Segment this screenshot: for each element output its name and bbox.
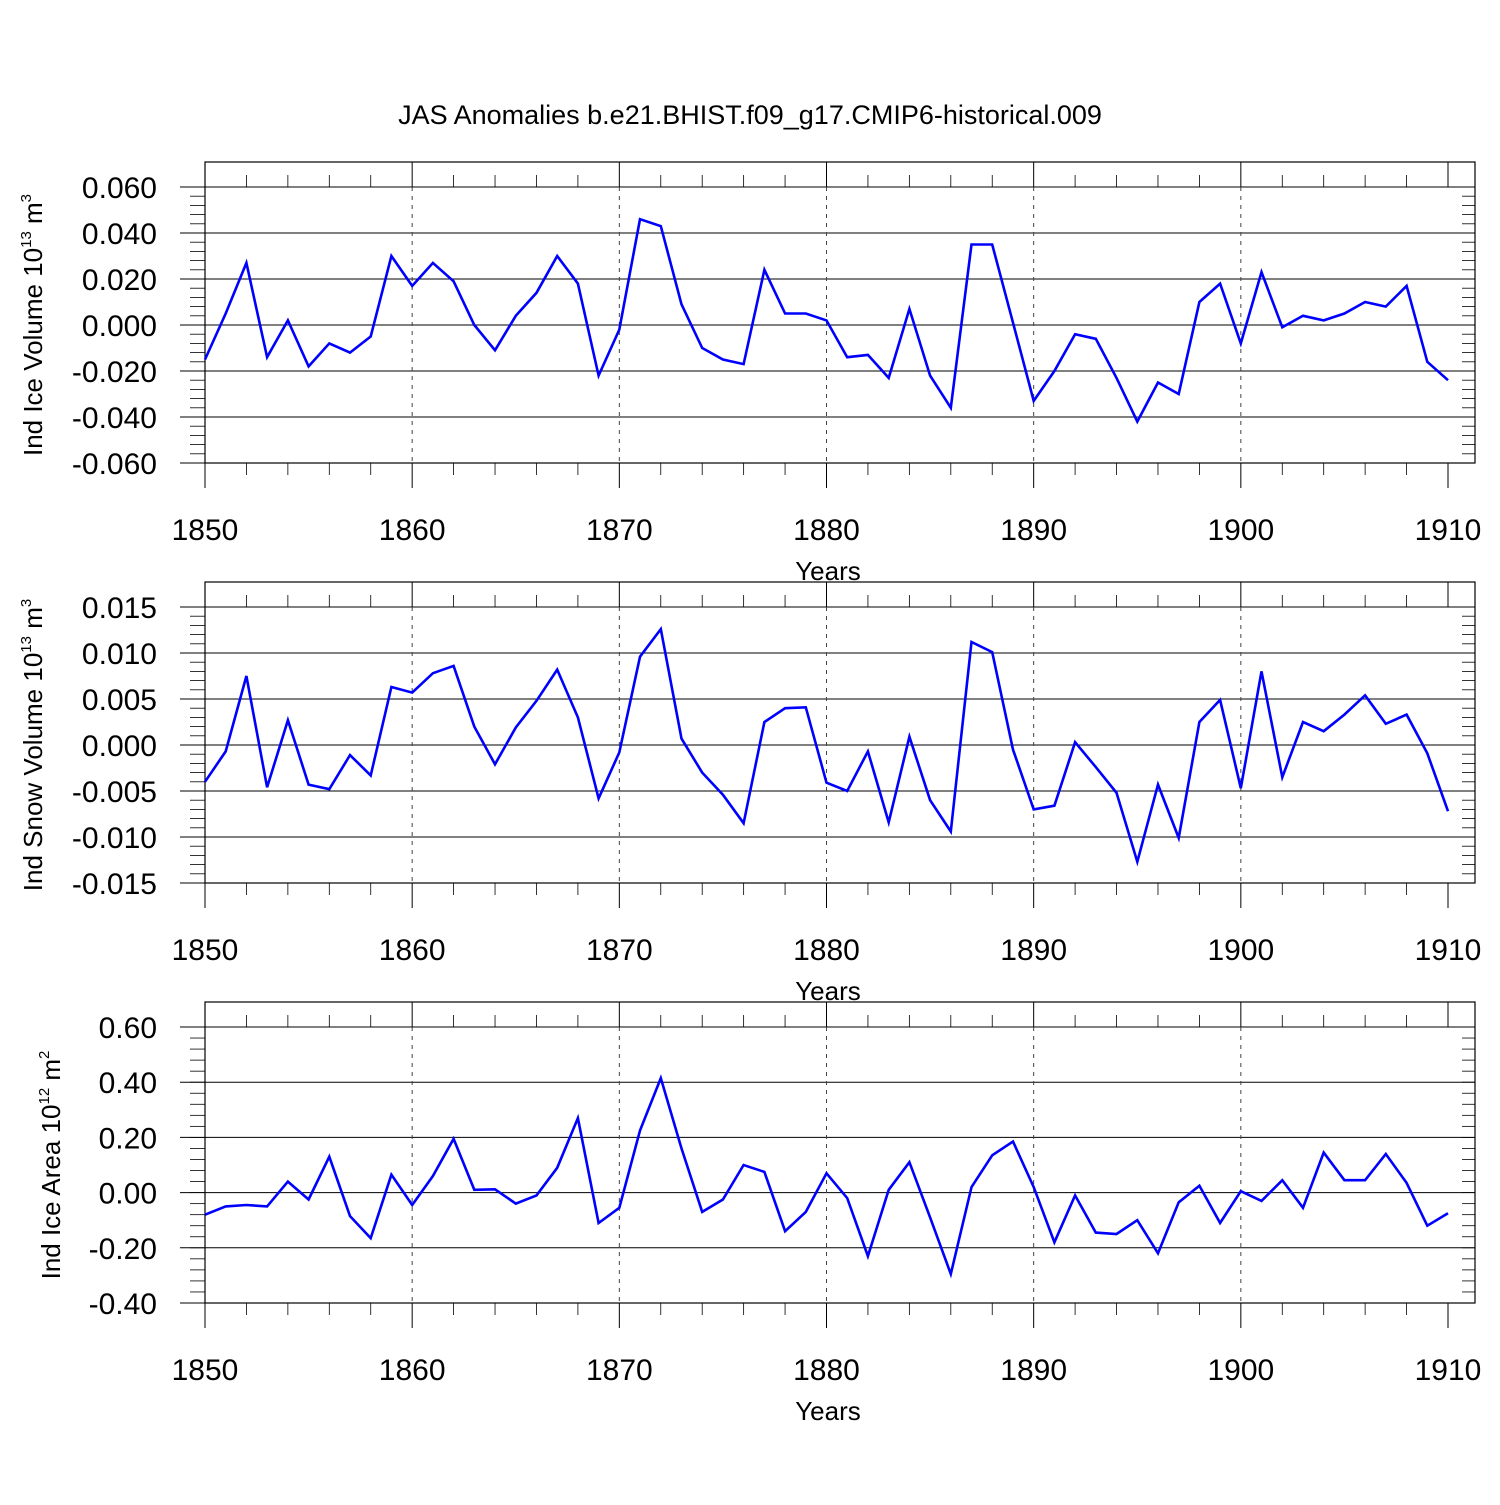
y-axis-label-unit: m — [18, 607, 48, 636]
series-line — [203, 625, 1450, 867]
y-tick-label: -0.020 — [72, 356, 157, 389]
x-tick-label: 1880 — [793, 1354, 860, 1387]
y-tick-label: 0.020 — [82, 264, 157, 297]
x-tick-label: 1870 — [586, 934, 653, 967]
y-tick-label: -0.040 — [72, 402, 157, 435]
y-axis-label-unit: m — [36, 1059, 66, 1088]
x-tick-label: 1860 — [379, 1354, 446, 1387]
y-axis-label: Ind Ice Area 1012 m2 — [36, 1051, 66, 1280]
x-tick-label: 1900 — [1207, 514, 1274, 547]
x-tick-label: 1910 — [1415, 1354, 1482, 1387]
y-tick-label: -0.010 — [72, 822, 157, 855]
x-tick-label: 1890 — [1000, 934, 1067, 967]
y-tick-label: -0.015 — [72, 868, 157, 901]
y-axis-label-base: Ind Snow Volume 10 — [18, 653, 48, 892]
y-axis-label-unit-exponent: 3 — [18, 194, 35, 202]
plot-frame — [204, 1001, 1476, 1304]
x-tick-label: 1850 — [172, 1354, 239, 1387]
x-tick-label: 1890 — [1000, 1354, 1067, 1387]
y-tick-label: 0.010 — [82, 638, 157, 671]
series-line — [203, 217, 1449, 425]
x-tick-label: 1870 — [586, 514, 653, 547]
panels: 0.060 0.040 0.020 0.000 -0.020 -0.040 -0.060 18… — [18, 161, 1482, 1426]
plot-frame — [204, 581, 1476, 884]
y-axis-label-unit: m — [18, 202, 48, 231]
y-tick-label: 0.000 — [82, 730, 157, 763]
y-axis-label-exponent: 13 — [18, 636, 35, 653]
y-tick-label: -0.060 — [72, 448, 157, 481]
x-tick-label: 1860 — [379, 514, 446, 547]
y-axis-label-exponent: 13 — [18, 231, 35, 248]
x-tick-label: 1910 — [1415, 934, 1482, 967]
x-tick-label: 1900 — [1207, 934, 1274, 967]
plot-frame — [204, 161, 1476, 464]
panel-1: 0.060 0.040 0.020 0.000 -0.020 -0.040 -0.060 18… — [18, 161, 1482, 586]
y-tick-label: -0.20 — [89, 1233, 157, 1266]
x-axis-label: Years — [795, 556, 861, 586]
x-tick-label: 1850 — [172, 934, 239, 967]
y-tick-label: -0.005 — [72, 776, 157, 809]
y-tick-label: 0.015 — [82, 592, 157, 625]
y-tick-label: 0.060 — [82, 172, 157, 205]
panel-2: 0.015 0.010 0.005 0.000 -0.005 -0.010 -0.015 18… — [18, 581, 1482, 1006]
y-tick-label: 0.20 — [99, 1122, 157, 1155]
y-axis-label-unit-exponent: 2 — [36, 1051, 53, 1059]
x-tick-label: 1890 — [1000, 514, 1067, 547]
y-axis-label-base: Ind Ice Area 10 — [36, 1105, 66, 1280]
y-axis-label-unit-exponent: 3 — [18, 599, 35, 607]
x-tick-label: 1910 — [1415, 514, 1482, 547]
panel-3: 0.60 0.40 0.20 0.00 -0.20 -0.40 1850 1860 1870 18… — [36, 1001, 1482, 1426]
y-tick-label: -0.40 — [89, 1288, 157, 1321]
y-tick-label: 0.000 — [82, 310, 157, 343]
figure-title: JAS Anomalies b.e21.BHIST.f09_g17.CMIP6-… — [398, 100, 1102, 130]
x-tick-label: 1860 — [379, 934, 446, 967]
x-tick-label: 1870 — [586, 1354, 653, 1387]
y-tick-label: 0.040 — [82, 218, 157, 251]
series-line — [204, 1074, 1449, 1279]
x-axis-label: Years — [795, 976, 861, 1006]
y-tick-label: 0.00 — [99, 1178, 157, 1211]
y-tick-label: 0.005 — [82, 684, 157, 717]
x-axis-label: Years — [795, 1396, 861, 1426]
x-tick-label: 1880 — [793, 514, 860, 547]
y-tick-label: 0.60 — [99, 1012, 157, 1045]
y-axis-label: Ind Snow Volume 1013 m3 — [18, 599, 48, 891]
x-tick-label: 1850 — [172, 514, 239, 547]
x-tick-label: 1880 — [793, 934, 860, 967]
y-tick-label: 0.40 — [99, 1067, 157, 1100]
y-axis-label-exponent: 12 — [36, 1088, 53, 1105]
y-axis-label: Ind Ice Volume 1013 m3 — [18, 194, 48, 456]
x-tick-label: 1900 — [1207, 1354, 1274, 1387]
y-axis-label-base: Ind Ice Volume 10 — [18, 248, 48, 456]
